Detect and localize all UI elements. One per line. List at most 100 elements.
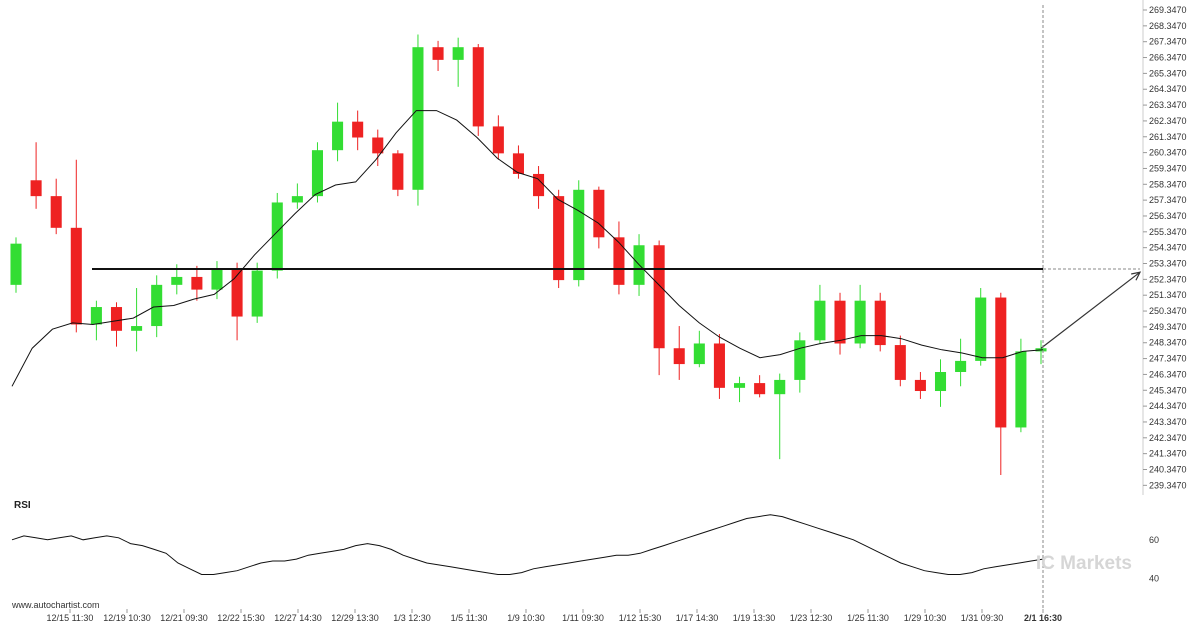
price-tick-label: 265.3470 [1149, 68, 1187, 78]
candle-body [50, 196, 62, 228]
price-tick-label: 262.3470 [1149, 116, 1187, 126]
price-tick-label: 239.3470 [1149, 480, 1187, 490]
time-tick-label: 2/1 16:30 [1024, 613, 1062, 623]
moving-average-line [11, 110, 1044, 387]
candle-body [854, 300, 866, 344]
price-tick-label: 250.3470 [1149, 306, 1187, 316]
candle-body [131, 326, 143, 331]
price-tick-label: 269.3470 [1149, 5, 1187, 15]
price-tick-label: 253.3470 [1149, 259, 1187, 269]
price-tick-label: 242.3470 [1149, 433, 1187, 443]
price-tick-label: 245.3470 [1149, 385, 1187, 395]
rsi-panel: RSI 60 40 IC Markets [11, 500, 1159, 584]
time-tick-label: 1/23 12:30 [790, 613, 833, 623]
rsi-tick-label: 40 [1149, 573, 1159, 583]
brand-watermark: IC Markets [1036, 553, 1132, 574]
price-tick-label: 263.3470 [1149, 100, 1187, 110]
price-y-ticks: 239.3470 240.3470 241.3470 242.3470 243.3470… [1143, 5, 1187, 490]
rsi-y-ticks: 60 40 [1149, 535, 1159, 584]
candle-body [191, 276, 203, 290]
candle-body [432, 47, 444, 60]
time-tick-label: 12/27 14:30 [274, 613, 322, 623]
candle-body [271, 202, 283, 271]
candle-body [211, 269, 223, 290]
price-tick-label: 247.3470 [1149, 354, 1187, 364]
price-tick-label: 243.3470 [1149, 417, 1187, 427]
forecast-arrow-head [1131, 271, 1142, 281]
candle-body [754, 383, 766, 395]
time-tick-label: 1/5 11:30 [451, 613, 488, 623]
price-tick-label: 257.3470 [1149, 195, 1187, 205]
candle-body [955, 360, 967, 372]
price-tick-label: 241.3470 [1149, 449, 1187, 459]
price-tick-label: 240.3470 [1149, 464, 1187, 474]
rsi-label: RSI [14, 500, 31, 511]
candle-body [472, 47, 484, 127]
candle-body [995, 297, 1007, 428]
candle-body [30, 180, 42, 197]
price-tick-label: 254.3470 [1149, 243, 1187, 253]
price-tick-label: 258.3470 [1149, 179, 1187, 189]
candle-body [492, 126, 504, 154]
price-tick-label: 259.3470 [1149, 163, 1187, 173]
price-tick-label: 260.3470 [1149, 148, 1187, 158]
time-tick-label: 12/15 11:30 [47, 613, 94, 623]
candle-body [10, 243, 22, 285]
candle-body [834, 300, 846, 344]
time-tick-label: 12/29 13:30 [331, 613, 379, 623]
candle-body [713, 343, 725, 388]
source-watermark: www.autochartist.com [11, 600, 100, 610]
time-tick-label: 1/9 10:30 [507, 613, 545, 623]
price-tick-label: 256.3470 [1149, 211, 1187, 221]
price-tick-label: 251.3470 [1149, 290, 1187, 300]
candle-body [251, 270, 263, 317]
candle-body [352, 121, 364, 138]
candle-body [734, 383, 746, 388]
time-tick-label: 12/21 09:30 [160, 613, 208, 623]
price-tick-label: 261.3470 [1149, 132, 1187, 142]
time-tick-label: 12/19 10:30 [103, 613, 151, 623]
candle-body [693, 343, 705, 365]
candle-body [673, 348, 685, 365]
candle-body [914, 379, 926, 392]
candle-body [392, 153, 404, 190]
price-tick-label: 252.3470 [1149, 274, 1187, 284]
price-tick-label: 267.3470 [1149, 37, 1187, 47]
candle-body [1015, 351, 1027, 428]
price-tick-label: 248.3470 [1149, 338, 1187, 348]
candle-body [311, 150, 323, 197]
time-tick-label: 1/31 09:30 [961, 613, 1004, 623]
candle-body [794, 340, 806, 380]
candle-body [171, 276, 183, 285]
time-tick-label: 1/3 12:30 [393, 613, 431, 623]
time-x-ticks: 12/15 11:30 12/19 10:30 12/21 09:30 12/22 1… [47, 609, 1062, 623]
candle-body [533, 173, 545, 197]
candle-body [110, 307, 123, 331]
forecast-arrow-line [1040, 271, 1141, 349]
candles [10, 34, 1047, 475]
time-tick-label: 1/12 15:30 [619, 613, 662, 623]
price-tick-label: 268.3470 [1149, 21, 1187, 31]
time-tick-label: 1/25 11:30 [847, 613, 889, 623]
candle-body [653, 245, 665, 349]
candle-body [70, 227, 82, 325]
candle-body [372, 137, 384, 154]
price-tick-label: 266.3470 [1149, 53, 1187, 63]
candle-body [593, 189, 605, 238]
candle-body [553, 196, 565, 281]
price-tick-label: 264.3470 [1149, 84, 1187, 94]
time-tick-label: 1/29 10:30 [904, 613, 947, 623]
candle-body [874, 300, 886, 346]
candle-body [231, 269, 243, 317]
price-tick-label: 244.3470 [1149, 401, 1187, 411]
time-tick-label: 1/19 13:30 [733, 613, 776, 623]
price-tick-label: 246.3470 [1149, 369, 1187, 379]
price-tick-label: 255.3470 [1149, 227, 1187, 237]
price-panel: 239.3470 240.3470 241.3470 242.3470 243.3470… [10, 0, 1187, 610]
rsi-tick-label: 60 [1149, 535, 1159, 545]
time-tick-label: 12/22 15:30 [217, 613, 265, 623]
candle-body [975, 297, 987, 361]
candle-body [613, 237, 625, 285]
candle-body [291, 196, 303, 203]
